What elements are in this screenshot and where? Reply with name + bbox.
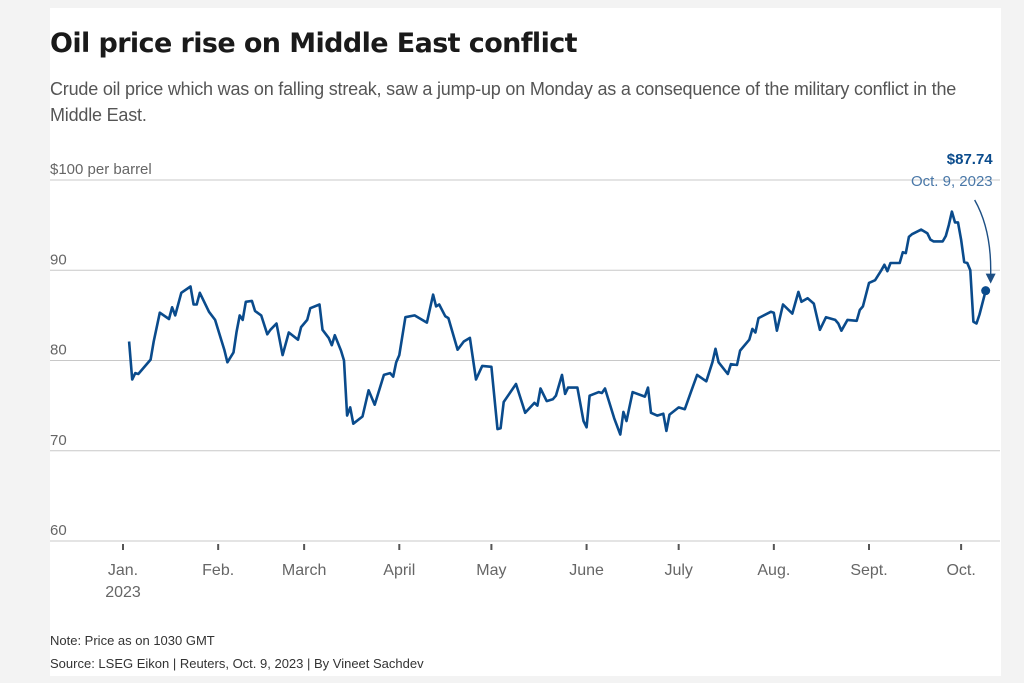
x-tick-sublabel: 2023 [105, 584, 141, 601]
series-layer [127, 210, 987, 436]
x-axis: Jan. 2023 Feb. March April May June July Aug. Sep… [105, 544, 976, 601]
x-tick-label: Aug. [757, 562, 790, 579]
y-tick-label: 80 [50, 342, 67, 359]
annotation-arrowhead-icon [985, 273, 996, 284]
chart-subtitle: Crude oil price which was on falling str… [50, 79, 957, 125]
annotation-layer: $87.74 Oct. 9, 2023 [911, 151, 996, 296]
line-chart: $100 per barrel 90 80 70 60 Jan. 2023 Feb. Marc… [50, 151, 1000, 601]
grid-layer: $100 per barrel 90 80 70 60 [50, 161, 1000, 542]
annotation-value: $87.74 [947, 151, 994, 168]
x-tick-label: May [476, 562, 506, 579]
x-tick-label: Oct. [946, 562, 975, 579]
x-tick-label: Sept. [850, 562, 887, 579]
annotation-arrow [974, 199, 992, 275]
x-tick-label: July [664, 562, 692, 579]
chart-card: Oil price rise on Middle East conflict C… [50, 8, 1001, 676]
x-tick-label: April [383, 562, 415, 579]
chart-note: Note: Price as on 1030 GMT [50, 633, 215, 648]
chart-title: Oil price rise on Middle East conflict [50, 28, 578, 59]
series-line-crude-oil [127, 210, 987, 436]
y-tick-label: 60 [50, 522, 67, 539]
y-tick-label: $100 per barrel [50, 161, 152, 178]
x-tick-label: Jan. [108, 562, 138, 579]
end-point-marker [981, 286, 991, 296]
annotation-date: Oct. 9, 2023 [911, 173, 993, 190]
x-tick-label: June [569, 562, 604, 579]
x-tick-label: Feb. [202, 562, 234, 579]
y-tick-label: 70 [50, 432, 67, 449]
x-tick-label: March [282, 562, 326, 579]
y-tick-label: 90 [50, 251, 67, 268]
chart-source: Source: LSEG Eikon | Reuters, Oct. 9, 20… [50, 656, 424, 671]
